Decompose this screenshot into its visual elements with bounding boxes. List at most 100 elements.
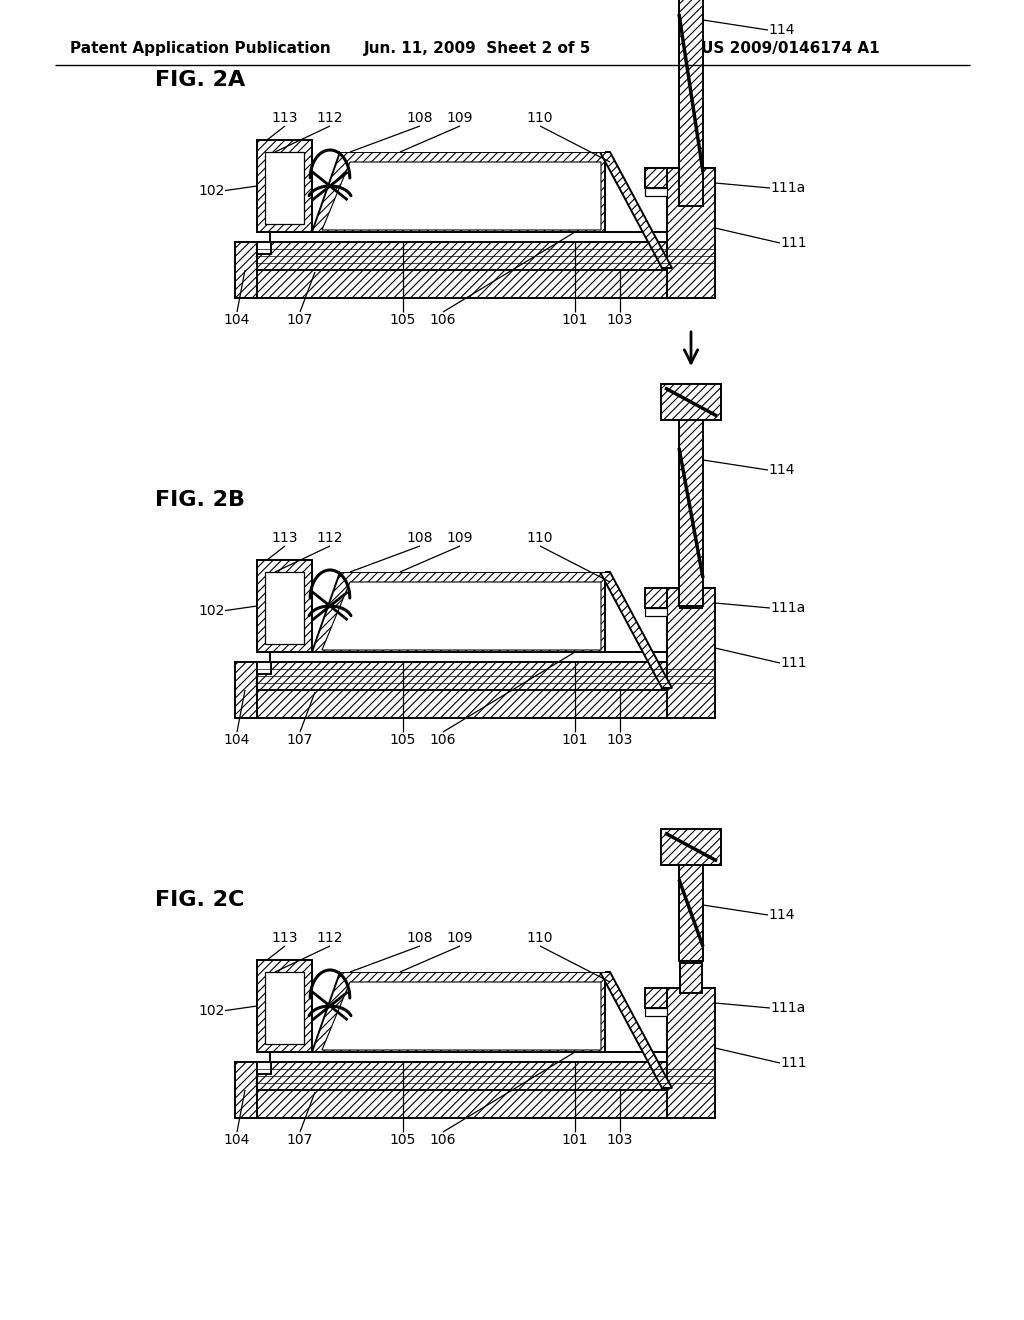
Polygon shape [322,162,601,230]
Bar [257,560,312,652]
Text: 106: 106 [430,1133,457,1147]
Bar [255,1063,715,1090]
Polygon shape [322,982,601,1049]
Text: 111: 111 [780,656,807,671]
Text: 104: 104 [224,313,250,327]
Text: 102: 102 [199,603,225,618]
Bar [270,652,685,663]
Bar [265,152,304,224]
Bar [662,384,721,420]
Text: 111: 111 [780,236,807,249]
Bar [679,0,703,206]
Polygon shape [600,972,672,1088]
Text: 114: 114 [768,22,795,37]
Text: 108: 108 [407,931,433,945]
Bar [257,663,271,675]
Bar [645,168,667,187]
Text: 109: 109 [446,531,473,545]
Text: Jun. 11, 2009  Sheet 2 of 5: Jun. 11, 2009 Sheet 2 of 5 [365,41,592,55]
Bar [257,1063,271,1074]
Polygon shape [600,572,672,688]
Bar [645,1008,667,1016]
Bar [270,232,685,242]
Bar [667,587,715,718]
Bar [255,663,715,690]
Text: FIG. 2B: FIG. 2B [155,490,245,510]
Bar [679,420,703,606]
Bar [340,560,605,572]
Polygon shape [312,572,605,652]
Bar [645,609,667,616]
Bar [680,173,702,203]
Bar [234,663,257,718]
Text: 106: 106 [430,733,457,747]
Bar [662,829,721,865]
Polygon shape [312,972,605,1052]
Text: 109: 109 [446,931,473,945]
Bar [255,242,715,271]
Text: 110: 110 [526,931,553,945]
Text: Patent Application Publication: Patent Application Publication [70,41,331,55]
Text: US 2009/0146174 A1: US 2009/0146174 A1 [700,41,880,55]
Bar [680,593,702,609]
Text: 114: 114 [768,908,795,921]
Bar [340,140,605,152]
Text: 102: 102 [199,1003,225,1018]
Text: 111a: 111a [770,1001,805,1015]
Text: 109: 109 [446,111,473,125]
Bar [667,987,715,1118]
Text: FIG. 2C: FIG. 2C [155,890,245,909]
Bar [667,168,715,298]
Text: 101: 101 [562,733,588,747]
Bar [680,964,702,993]
Text: 112: 112 [316,111,343,125]
Text: 113: 113 [271,111,298,125]
Bar [265,572,304,644]
Bar [645,987,667,1008]
Bar [255,690,715,718]
Bar [645,187,667,195]
Bar [340,960,605,972]
Text: 104: 104 [224,1133,250,1147]
Text: 111a: 111a [770,601,805,615]
Bar [255,271,715,298]
Text: 103: 103 [607,733,633,747]
Text: 105: 105 [390,733,416,747]
Bar [255,1090,715,1118]
Text: 108: 108 [407,531,433,545]
Bar [257,140,312,232]
Text: 105: 105 [390,1133,416,1147]
Bar [257,242,271,253]
Bar [257,960,312,1052]
Text: 107: 107 [287,733,313,747]
Bar [679,865,703,961]
Text: 106: 106 [430,313,457,327]
Bar [645,587,667,609]
Text: 103: 103 [607,1133,633,1147]
Text: 105: 105 [390,313,416,327]
Text: 108: 108 [407,111,433,125]
Polygon shape [600,152,672,268]
Text: 101: 101 [562,1133,588,1147]
Text: 107: 107 [287,313,313,327]
Bar [270,1052,685,1063]
Text: 107: 107 [287,1133,313,1147]
Text: 113: 113 [271,531,298,545]
Text: 104: 104 [224,733,250,747]
Text: 113: 113 [271,931,298,945]
Text: 103: 103 [607,313,633,327]
Text: 110: 110 [526,111,553,125]
Polygon shape [322,582,601,649]
Bar [265,972,304,1044]
Text: FIG. 2A: FIG. 2A [155,70,246,90]
Polygon shape [312,152,605,232]
Text: 111a: 111a [770,181,805,195]
Text: 112: 112 [316,531,343,545]
Text: 112: 112 [316,931,343,945]
Text: 111: 111 [780,1056,807,1071]
Text: 110: 110 [526,531,553,545]
Text: 102: 102 [199,183,225,198]
Text: 101: 101 [562,313,588,327]
Bar [234,242,257,298]
Text: 114: 114 [768,463,795,477]
